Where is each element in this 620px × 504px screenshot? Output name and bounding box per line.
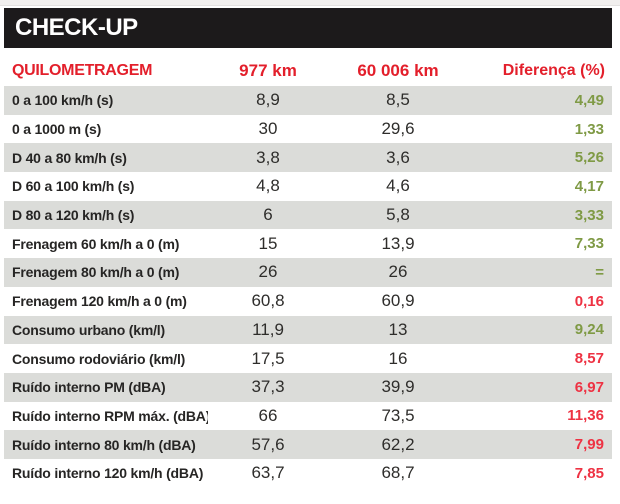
diff-value: 8,57 (574, 350, 604, 368)
diff-value: 5,26 (574, 149, 604, 167)
table-row: Ruído interno RPM máx. (dBA) 66 73,5 11,… (4, 401, 612, 431)
column-header-977km: 977 km (239, 61, 297, 80)
table-row: Ruído interno 120 km/h (dBA) 63,7 68,7 7… (4, 458, 612, 488)
row-label: Ruído interno 120 km/h (dBA) (12, 465, 204, 482)
diff-value: 3,33 (574, 206, 604, 224)
value-977km: 17,5 (251, 348, 285, 368)
table-row: Frenagem 60 km/h a 0 (m) 15 13,9 7,33 (4, 229, 612, 259)
value-977km: 3,8 (256, 147, 280, 167)
column-header-quilometragem: QUILOMETRAGEM (12, 62, 153, 79)
value-977km: 57,6 (251, 434, 285, 454)
row-label: Ruído interno 80 km/h (dBA) (12, 436, 196, 453)
table-row: D 60 a 100 km/h (s) 4,8 4,6 4,17 (4, 172, 612, 201)
table-row: Frenagem 80 km/h a 0 (m) 26 26 = (4, 258, 612, 287)
value-977km: 30 (258, 119, 278, 139)
diff-value: 1,33 (574, 120, 604, 138)
value-60006km: 29,6 (381, 119, 415, 139)
value-60006km: 5,8 (386, 205, 410, 225)
diff-value: 7,33 (574, 235, 604, 253)
table-row: D 40 a 80 km/h (s) 3,8 3,6 5,26 (4, 143, 612, 173)
value-60006km: 73,5 (381, 405, 415, 425)
value-977km: 60,8 (251, 291, 285, 311)
column-header-diferenca: Diferença (%) (502, 62, 605, 79)
row-label: Consumo urbano (km/l) (12, 321, 165, 338)
value-60006km: 60,9 (381, 291, 415, 311)
row-label: Frenagem 80 km/h a 0 (m) (12, 264, 180, 281)
row-label: Frenagem 60 km/h a 0 (m) (12, 235, 180, 252)
row-label: Ruído interno PM (dBA) (12, 379, 166, 396)
value-60006km: 8,5 (386, 90, 410, 110)
table-row: Ruído interno 80 km/h (dBA) 57,6 62,2 7,… (4, 430, 612, 459)
value-977km: 26 (258, 262, 278, 282)
value-60006km: 62,2 (381, 434, 415, 454)
value-60006km: 4,6 (386, 176, 410, 196)
value-60006km: 13 (388, 319, 408, 339)
value-60006km: 26 (388, 262, 408, 282)
value-977km: 11,9 (252, 319, 284, 339)
value-60006km: 3,6 (386, 147, 410, 167)
diff-value: 4,49 (574, 91, 604, 109)
row-label: D 80 a 120 km/h (s) (12, 207, 135, 224)
page-top-strip (0, 0, 620, 6)
value-60006km: 68,7 (381, 463, 415, 483)
table-row: Frenagem 120 km/h a 0 (m) 60,8 60,9 0,16 (4, 286, 612, 316)
row-label: Frenagem 120 km/h a 0 (m) (12, 293, 187, 310)
diff-value: 7,99 (574, 436, 604, 454)
value-977km: 37,3 (251, 377, 285, 397)
table-row: D 80 a 120 km/h (s) 6 5,8 3,33 (4, 200, 612, 230)
table-row: 0 a 100 km/h (s) 8,9 8,5 4,49 (4, 86, 612, 115)
row-label: 0 a 100 km/h (s) (12, 92, 114, 109)
diff-value: 4,17 (574, 177, 604, 195)
table-title-bar: CHECK-UP (4, 8, 612, 48)
table-title: CHECK-UP (15, 14, 138, 41)
table-row: 0 a 1000 m (s) 30 29,6 1,33 (4, 114, 612, 144)
row-label: D 40 a 80 km/h (s) (12, 149, 127, 166)
diff-value: 11,36 (567, 407, 604, 425)
value-60006km: 39,9 (381, 377, 415, 397)
diff-value: = (595, 263, 604, 281)
value-977km: 6 (263, 205, 273, 225)
table-header-row: QUILOMETRAGEM 977 km 60 006 km Diferença… (4, 56, 612, 86)
value-60006km: 13,9 (381, 233, 415, 253)
table-row: Consumo rodoviário (km/l) 17,5 16 8,57 (4, 344, 612, 373)
diff-value: 0,16 (574, 292, 604, 310)
table-row: Ruído interno PM (dBA) 37,3 39,9 6,97 (4, 372, 612, 402)
value-977km: 15 (258, 233, 278, 253)
value-60006km: 16 (388, 348, 408, 368)
row-label: 0 a 1000 m (s) (12, 121, 102, 138)
row-label: Ruído interno RPM máx. (dBA) (12, 407, 208, 424)
table-body: 0 a 100 km/h (s) 8,9 8,5 4,49 0 a 1000 m… (4, 86, 612, 488)
table-row: Consumo urbano (km/l) 11,9 13 9,24 (4, 315, 612, 345)
value-977km: 63,7 (251, 463, 285, 483)
diff-value: 9,24 (574, 321, 604, 339)
value-977km: 8,9 (256, 90, 280, 110)
diff-value: 7,85 (574, 464, 604, 482)
row-label: Consumo rodoviário (km/l) (12, 350, 186, 367)
column-header-60006km: 60 006 km (357, 61, 439, 80)
value-977km: 4,8 (256, 176, 280, 196)
value-977km: 66 (258, 405, 278, 425)
row-label: D 60 a 100 km/h (s) (12, 178, 135, 195)
diff-value: 6,97 (574, 378, 604, 396)
